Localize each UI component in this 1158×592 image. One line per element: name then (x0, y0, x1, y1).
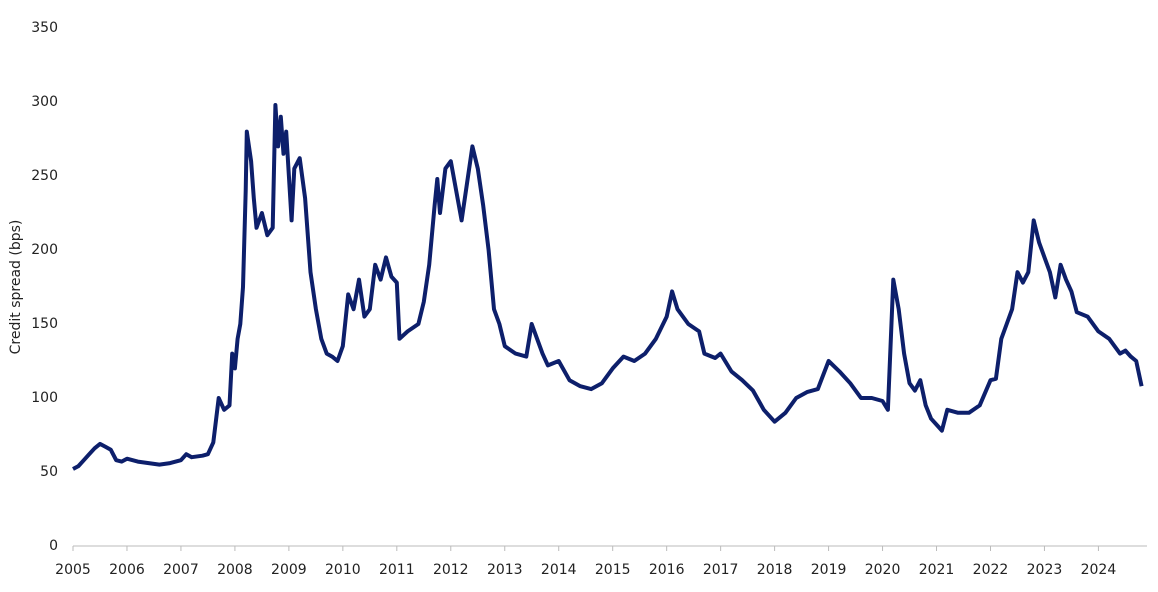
y-tick-label: 50 (40, 464, 58, 480)
x-tick-label: 2007 (163, 562, 199, 578)
x-tick-label: 2008 (217, 562, 253, 578)
x-tick-label: 2005 (55, 562, 91, 578)
x-tick-label: 2009 (271, 562, 307, 578)
y-tick-label: 200 (31, 242, 58, 258)
y-tick-label: 300 (31, 94, 58, 110)
x-tick-label: 2020 (865, 562, 901, 578)
x-tick-label: 2010 (325, 562, 361, 578)
x-tick-label: 2022 (973, 562, 1009, 578)
y-tick-label: 100 (31, 390, 58, 406)
x-tick-label: 2021 (919, 562, 955, 578)
y-tick-label: 0 (49, 538, 58, 554)
y-axis-label: Credit spread (bps) (8, 220, 24, 355)
x-tick-label: 2011 (379, 562, 415, 578)
x-tick-label: 2017 (703, 562, 739, 578)
x-tick-label: 2023 (1027, 562, 1063, 578)
y-tick-label: 150 (31, 316, 58, 332)
y-tick-label: 250 (31, 168, 58, 184)
x-tick-label: 2006 (109, 562, 145, 578)
series-line (72, 103, 1144, 471)
x-tick-label: 2012 (433, 562, 469, 578)
x-tick-label: 2013 (487, 562, 523, 578)
x-tick-label: 2015 (595, 562, 631, 578)
x-tick-label: 2014 (541, 562, 577, 578)
x-tick-label: 2019 (811, 562, 847, 578)
x-tick-label: 2018 (757, 562, 793, 578)
x-tick-label: 2016 (649, 562, 685, 578)
y-tick-label: 350 (31, 20, 58, 36)
x-tick-label: 2024 (1081, 562, 1117, 578)
